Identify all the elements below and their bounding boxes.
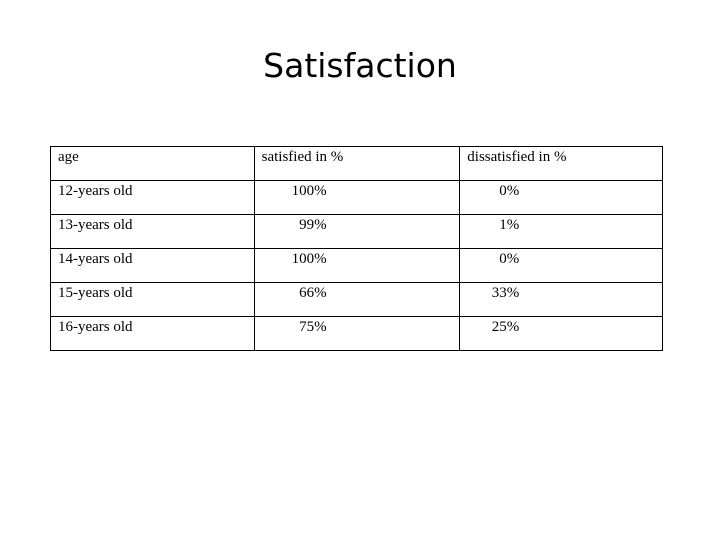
table-cell: 14-years old <box>50 248 255 283</box>
slide-title: Satisfaction <box>263 46 457 85</box>
table-row: 12-years old 100% 0% <box>50 180 663 215</box>
header-row: age satisfied in % dissatisfied in % <box>50 146 663 181</box>
table-cell: 25% <box>459 316 663 351</box>
table-cell: 66% <box>253 282 461 317</box>
table-body: age satisfied in % dissatisfied in % 12-yea… <box>50 146 663 351</box>
cell-value: 0% <box>499 183 520 199</box>
table-cell: 0% <box>459 248 663 283</box>
cell-value: 25% <box>491 319 520 335</box>
cell-value: 1% <box>499 217 520 233</box>
header-cell: satisfied in % <box>253 146 461 181</box>
table-row: 15-years old 66% 33% <box>50 282 663 317</box>
table-row: 16-years old 75% 25% <box>50 316 663 351</box>
cell-value: 99% <box>299 217 327 233</box>
table-row: 13-years old 99% 1% <box>50 214 663 249</box>
cell-value: 0% <box>499 251 520 267</box>
table-cell: 1% <box>459 214 663 249</box>
cell-value: 75% <box>299 319 327 335</box>
header-cell: age <box>50 146 255 181</box>
table-row: 14-years old 100% 0% <box>50 248 663 283</box>
table-cell: 12-years old <box>50 180 255 215</box>
data-table: age satisfied in % dissatisfied in % 12-yea… <box>50 146 663 351</box>
table-cell: 16-years old <box>50 316 255 351</box>
table-cell: 15-years old <box>50 282 255 317</box>
header-cell: dissatisfied in % <box>459 146 663 181</box>
table-cell: 33% <box>459 282 663 317</box>
table-cell: 75% <box>253 316 461 351</box>
table-cell: 100% <box>253 248 461 283</box>
table-cell: 13-years old <box>50 214 255 249</box>
cell-value: 33% <box>491 285 520 301</box>
table-cell: 100% <box>253 180 461 215</box>
table-cell: 99% <box>253 214 461 249</box>
cell-value: 66% <box>299 285 327 301</box>
cell-value: 100% <box>291 183 327 199</box>
cell-value: 100% <box>291 251 327 267</box>
table-cell: 0% <box>459 180 663 215</box>
